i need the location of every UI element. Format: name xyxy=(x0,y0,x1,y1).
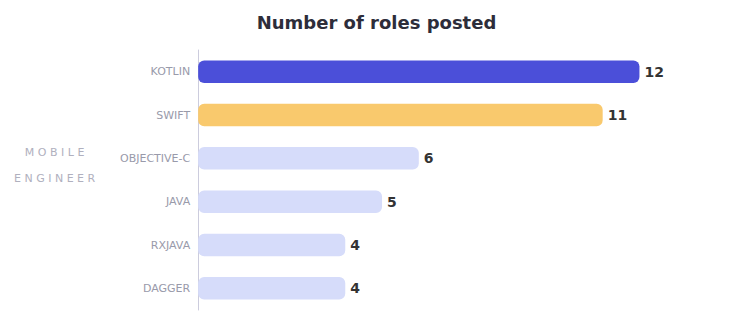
svg-text:5: 5 xyxy=(387,194,397,210)
svg-text:12: 12 xyxy=(644,64,663,80)
svg-text:KOTLIN: KOTLIN xyxy=(151,65,191,78)
svg-text:E N G I N E E R: E N G I N E E R xyxy=(14,172,96,185)
svg-text:Number of roles posted: Number of roles posted xyxy=(257,12,497,33)
svg-text:SWIFT: SWIFT xyxy=(156,109,190,122)
svg-text:4: 4 xyxy=(350,237,360,253)
svg-text:RXJAVA: RXJAVA xyxy=(151,239,191,252)
svg-text:6: 6 xyxy=(424,150,434,166)
svg-text:OBJECTIVE-C: OBJECTIVE-C xyxy=(120,152,190,165)
svg-text:11: 11 xyxy=(608,107,627,123)
svg-text:4: 4 xyxy=(350,280,360,296)
svg-text:M O B I L E: M O B I L E xyxy=(25,146,85,159)
svg-text:DAGGER: DAGGER xyxy=(143,282,191,295)
svg-text:JAVA: JAVA xyxy=(165,195,191,208)
